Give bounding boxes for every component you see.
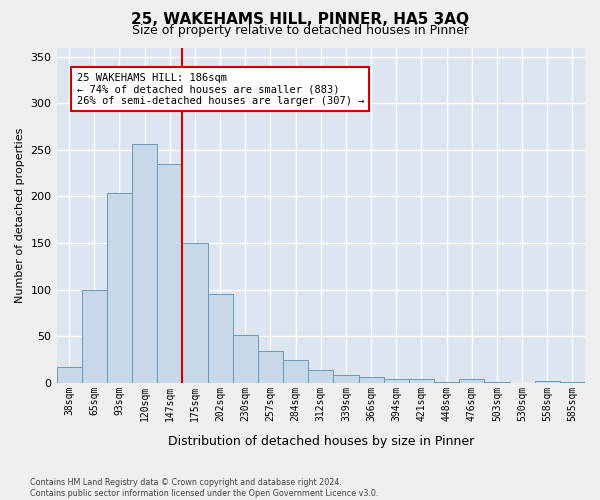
Text: Contains HM Land Registry data © Crown copyright and database right 2024.
Contai: Contains HM Land Registry data © Crown c… (30, 478, 379, 498)
Bar (308, 370, 334, 382)
Text: 25, WAKEHAMS HILL, PINNER, HA5 3AQ: 25, WAKEHAMS HILL, PINNER, HA5 3AQ (131, 12, 469, 26)
Bar (383, 379, 409, 382)
Text: Size of property relative to detached houses in Pinner: Size of property relative to detached ho… (131, 24, 469, 37)
Y-axis label: Number of detached properties: Number of detached properties (15, 128, 25, 302)
Bar (359, 377, 383, 382)
Bar (208, 294, 233, 382)
Bar (535, 380, 560, 382)
Bar (56, 367, 82, 382)
Bar (157, 164, 182, 382)
Bar (459, 379, 484, 382)
X-axis label: Distribution of detached houses by size in Pinner: Distribution of detached houses by size … (167, 434, 474, 448)
Bar (283, 360, 308, 382)
Bar (334, 375, 359, 382)
Bar (132, 144, 157, 382)
Bar (258, 351, 283, 382)
Bar (82, 290, 107, 382)
Text: 25 WAKEHAMS HILL: 186sqm
← 74% of detached houses are smaller (883)
26% of semi-: 25 WAKEHAMS HILL: 186sqm ← 74% of detach… (77, 72, 364, 106)
Bar (233, 335, 258, 382)
Bar (182, 243, 208, 382)
Bar (107, 192, 132, 382)
Bar (409, 379, 434, 382)
